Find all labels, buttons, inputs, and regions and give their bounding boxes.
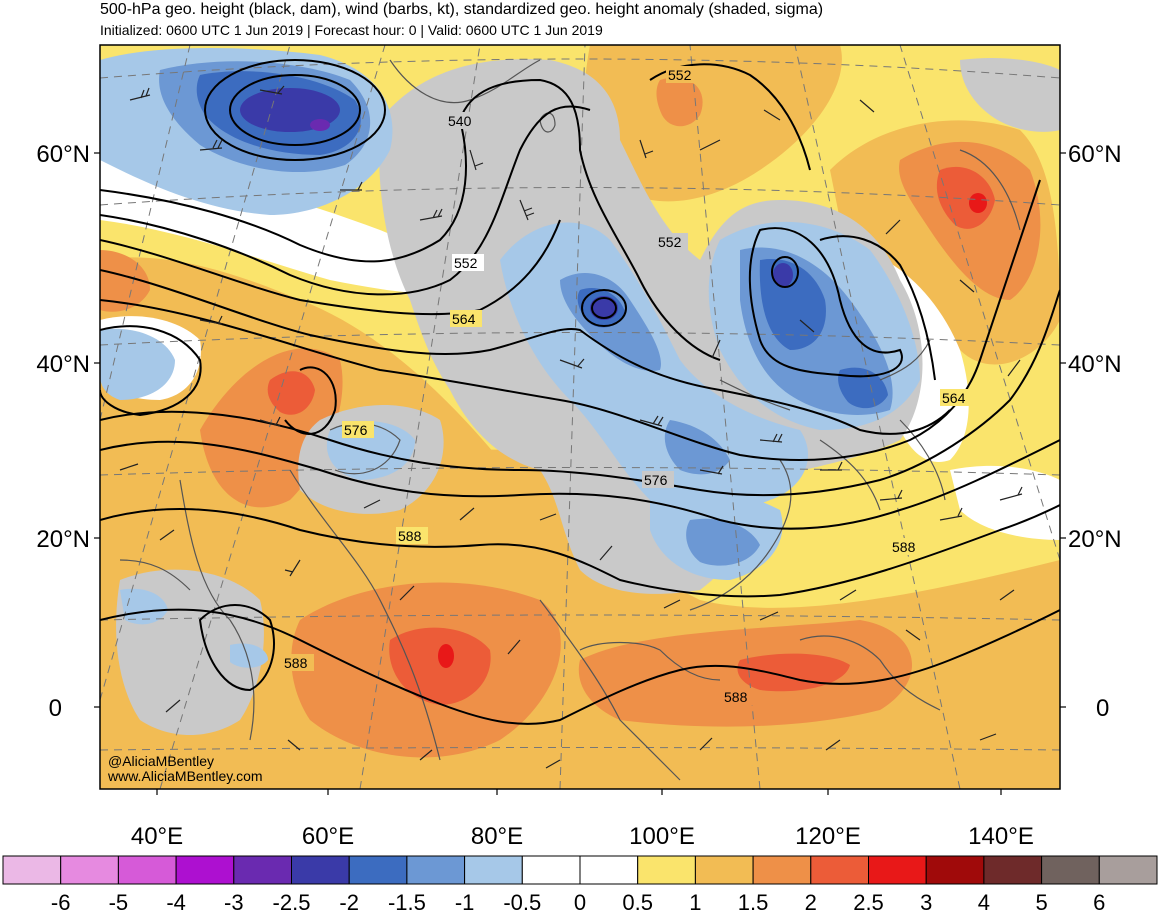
lat-label-60n-right: 60°N	[1068, 141, 1122, 168]
graticule	[100, 45, 1060, 789]
contour-label: 552	[454, 255, 478, 271]
colorbar-label: 1.5	[738, 890, 769, 913]
colorbar-cell	[233, 855, 293, 885]
height-contours	[100, 59, 1060, 725]
lon-label-60e: 60°E	[302, 823, 354, 850]
colorbar-label: -1.5	[388, 890, 426, 913]
colorbar-label: -5	[109, 890, 129, 913]
lon-label-40e: 40°E	[131, 823, 183, 850]
colorbar-label: 3	[920, 890, 932, 913]
contour-label-group: 552 540 552 552 564 576 564 576 588 588 …	[282, 66, 972, 705]
contour-label: 540	[448, 113, 472, 129]
contour-label: 552	[668, 67, 692, 83]
lat-label-40n-right: 40°N	[1068, 351, 1122, 378]
colorbar	[2, 855, 1158, 885]
colorbar-cell	[637, 855, 696, 885]
colorbar-cell	[117, 855, 177, 885]
map-title: 500-hPa geo. height (black, dam), wind (…	[100, 1, 824, 18]
colorbar-label: 2.5	[853, 890, 884, 913]
contour-label: 588	[724, 689, 748, 705]
colorbar-cell	[868, 855, 927, 885]
colorbar-label: -4	[166, 890, 186, 913]
colorbar-label: 5	[1035, 890, 1047, 913]
colorbar-label: 2	[805, 890, 817, 913]
contour-label: 564	[452, 311, 476, 327]
colorbar-cell	[291, 855, 350, 885]
lon-label-100e: 100°E	[629, 823, 695, 850]
colorbar-cell	[925, 855, 985, 885]
colorbar-cell	[752, 855, 812, 885]
colorbar-cell	[521, 855, 581, 885]
coastlines	[119, 59, 1021, 781]
colorbar-labels: -6 -5 -4 -3 -2.5 -2 -1.5 -1 -0.5 0 0.5 1 1.5 2 2.5 3 4 5 6	[51, 890, 1106, 913]
contour-label: 564	[942, 390, 966, 406]
colorbar-cell	[2, 855, 62, 885]
colorbar-label: -2	[339, 890, 359, 913]
lon-label-140e: 140°E	[968, 823, 1034, 850]
colorbar-label: 1	[689, 890, 701, 913]
anomaly-positive-2-2.5	[267, 166, 995, 705]
map-subtitle: Initialized: 0600 UTC 1 Jun 2019 | Forec…	[100, 22, 603, 38]
contour-label: 552	[658, 234, 682, 250]
colorbar-label: -2.5	[273, 890, 311, 913]
colorbar-label: -6	[51, 890, 71, 913]
colorbar-cell	[579, 855, 639, 885]
colorbar-label: 0	[574, 890, 586, 913]
contour-label: 588	[398, 528, 422, 544]
lat-label-0: 0	[49, 695, 62, 722]
tick-marks	[94, 152, 1066, 795]
colorbar-cell	[406, 855, 466, 885]
colorbar-label: -0.5	[503, 890, 541, 913]
lat-label-20n: 20°N	[36, 526, 90, 553]
lon-label-120e: 120°E	[795, 823, 861, 850]
anomaly-positive-2.5-3	[438, 193, 987, 668]
colorbar-label: 6	[1093, 890, 1105, 913]
colorbar-label: -3	[224, 890, 244, 913]
colorbar-cell	[810, 855, 869, 885]
colorbar-cell	[694, 855, 754, 885]
colorbar-cell	[348, 855, 408, 885]
lon-label-80e: 80°E	[471, 823, 523, 850]
colorbar-cell	[60, 855, 119, 885]
colorbar-cell	[983, 855, 1043, 885]
contour-label: 576	[644, 472, 668, 488]
lat-label-20n-right: 20°N	[1068, 526, 1122, 553]
anomaly-negative-2.5-3	[310, 119, 330, 131]
contour-label: 588	[892, 539, 916, 555]
wind-barbs	[119, 85, 1023, 769]
colorbar-cell	[1041, 855, 1100, 885]
colorbar-label: 4	[978, 890, 990, 913]
colorbar-cell	[464, 855, 523, 885]
lat-label-40n: 40°N	[36, 351, 90, 378]
colorbar-cell	[175, 855, 235, 885]
contour-label: 588	[284, 655, 308, 671]
map-panel: 552 540 552 552 564 576 564 576 588 588 …	[100, 45, 1060, 789]
credit-handle: @AliciaMBentley	[108, 753, 214, 769]
map-frame	[99, 44, 1061, 790]
contour-label: 576	[344, 422, 368, 438]
colorbar-label: -1	[455, 890, 475, 913]
colorbar-cell	[1098, 855, 1158, 885]
credit-website: www.AliciaMBentley.com	[107, 768, 263, 784]
colorbar-label: 0.5	[622, 890, 653, 913]
lat-label-0-right: 0	[1096, 695, 1109, 722]
lat-label-60n: 60°N	[36, 141, 90, 168]
